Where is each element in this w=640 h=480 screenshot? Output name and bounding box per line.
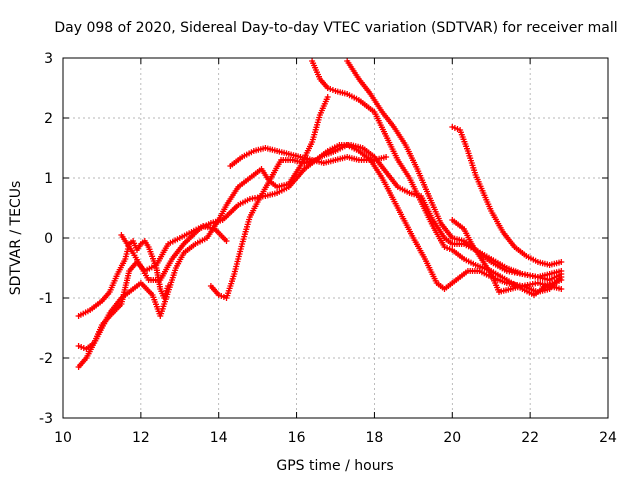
x-tick-label: 10 — [54, 430, 72, 446]
series-markers — [449, 124, 565, 268]
y-tick-label: 0 — [44, 231, 53, 247]
y-axis-label: SDTVAR / TECUs — [8, 181, 24, 296]
y-tick-label: -2 — [39, 351, 53, 367]
series-pass-f — [227, 145, 390, 169]
y-tick-label: 3 — [44, 51, 53, 67]
series-pass-b — [75, 94, 331, 370]
series-markers — [207, 142, 565, 301]
series-markers — [75, 223, 230, 352]
series-group — [75, 58, 565, 370]
x-tick-label: 16 — [288, 430, 306, 446]
x-tick-label: 24 — [599, 430, 617, 446]
series-pass-j — [449, 217, 565, 295]
series-markers — [309, 58, 565, 298]
x-tick-label: 18 — [366, 430, 384, 446]
y-tick-label: -3 — [39, 411, 53, 427]
series-pass-i — [449, 124, 565, 268]
series-pass-g — [309, 58, 565, 298]
x-axis-label: GPS time / hours — [276, 458, 393, 474]
series-markers — [449, 217, 565, 295]
series-pass-c — [75, 223, 230, 352]
series-pass-e — [207, 142, 565, 301]
y-tick-label: -1 — [39, 291, 53, 307]
series-line — [77, 95, 329, 369]
series-markers — [75, 94, 331, 370]
y-tick-label: 1 — [44, 171, 53, 187]
chart-title: Day 098 of 2020, Sidereal Day-to-day VTE… — [54, 20, 617, 36]
series-markers — [344, 58, 565, 280]
x-tick-label: 22 — [521, 430, 539, 446]
series-pass-h — [344, 58, 565, 280]
x-tick-label: 12 — [132, 430, 150, 446]
y-tick-label: 2 — [44, 111, 53, 127]
series-markers — [227, 145, 390, 169]
x-tick-label: 14 — [210, 430, 228, 446]
x-tick-label: 20 — [443, 430, 461, 446]
